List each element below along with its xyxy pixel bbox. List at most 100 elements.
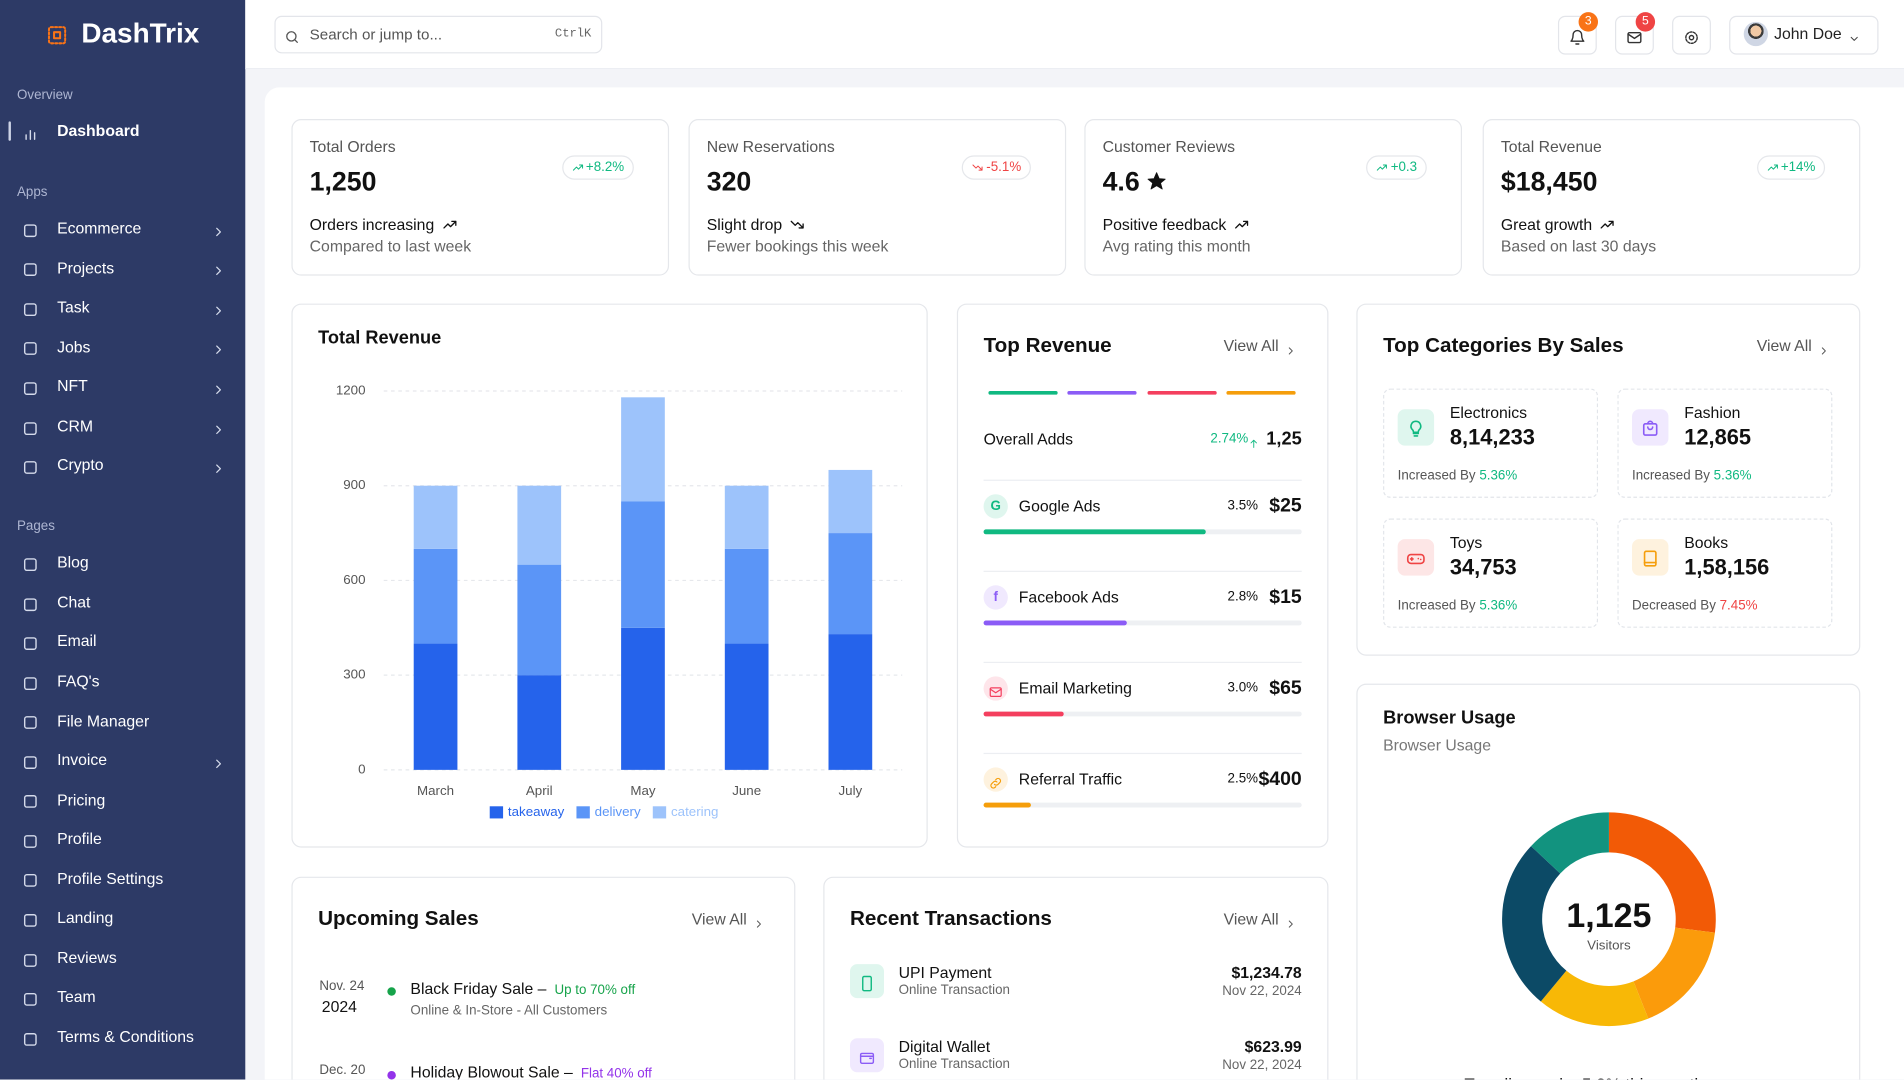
icon-graphic [859,1052,875,1064]
icon-shape [1377,164,1388,171]
nav-item[interactable]: Crypto [57,455,104,475]
change-value: -5.1% [986,160,1022,175]
icon-shape [859,1055,875,1059]
icon-shape [286,31,297,42]
icon [22,633,39,651]
icon-shape [1688,34,1695,41]
icon-graphic [23,421,37,435]
icon-shape [990,777,1002,789]
icon [22,594,39,611]
nav-item[interactable]: FAQ's [57,671,100,690]
icon-shape [756,920,761,928]
category-change: 5.36% [1479,598,1518,614]
icon-shape [23,461,37,474]
nav-item[interactable]: File Manager [57,711,150,730]
icon-shape [23,716,37,730]
icon [1285,913,1297,928]
sale-name: Black Friday Sale – Up to 70% off [410,979,635,997]
source-share: 3.5% [1227,498,1259,513]
nav-item[interactable]: Email [57,632,97,651]
change-value: +14% [1780,160,1816,175]
icon-graphic [862,975,872,992]
icon [22,299,39,316]
icon-shape [216,345,222,355]
transaction-amount: $623.99 [1244,1037,1302,1056]
divider [983,570,1302,572]
nav-item[interactable]: Reviews [57,948,117,967]
change-badge: -5.1% [962,155,1031,180]
card-subtitle: Browser Usage [1383,736,1491,755]
nav-item[interactable]: Chat [57,592,91,611]
change-badge: +14% [1756,155,1826,180]
source-value: $25 [1269,495,1302,517]
stat-label: Total Revenue [1500,137,1602,156]
nav-item[interactable]: Projects [57,258,115,277]
nav-item[interactable]: Landing [57,908,114,928]
icon-graphic [23,953,37,967]
progress-fill [983,620,1127,626]
transaction-icon [850,1038,885,1073]
category-value: 12,865 [1684,425,1752,450]
icon-shape [23,874,37,888]
icon-graphic [1147,172,1166,190]
icon-shape [216,464,222,474]
view-all-link[interactable]: View All [691,909,747,928]
source-value: $65 [1269,678,1302,699]
nav-item[interactable]: Pricing [57,790,106,809]
icon-graphic [23,914,37,927]
source-share: 3.0% [1227,680,1259,696]
shortcut-hint: CtrlK [554,27,592,42]
nav-item[interactable]: CRM [57,416,94,435]
icon [22,752,39,769]
search-box[interactable] [274,15,603,54]
source-value: $400 [1258,769,1302,790]
stat-value: 320 [706,166,752,197]
category-value: 8,14,233 [1449,425,1535,450]
nav-item[interactable]: NFT [57,376,88,396]
icon-shape [1627,33,1642,39]
category-tile [1617,518,1833,628]
card-title: Top Revenue [983,333,1112,357]
category-trend: Increased By 5.36% [1398,469,1518,484]
view-all-link[interactable]: View All [1756,336,1812,355]
view-all-link[interactable]: View All [1223,909,1279,928]
transaction-type: Online Transaction [898,982,1010,998]
icon-graphic [216,385,222,394]
nav-item[interactable]: Task [57,297,90,317]
category-tile [1383,518,1599,628]
category-value: 34,753 [1449,555,1517,580]
icon-shape [442,220,456,229]
stat-value: $18,450 [1500,166,1598,197]
view-all-link[interactable]: View All [1223,336,1279,355]
category-tile [1383,388,1599,498]
icon [1406,548,1425,567]
nav-item[interactable]: Team [57,987,96,1007]
icon-graphic [1767,164,1778,171]
icon [22,554,39,572]
sale-offer: Flat 40% off [580,1066,652,1080]
icon-graphic [23,558,37,572]
active-indicator [8,121,11,141]
icon-graphic [1410,420,1422,437]
nav-item[interactable]: Invoice [57,750,108,769]
icon [22,949,39,967]
category-name: Electronics [1449,403,1528,422]
nav-item[interactable]: Profile [57,829,102,848]
icon-graphic [756,920,761,928]
nav-item[interactable]: Terms & Conditions [57,1027,194,1046]
icon [1248,434,1259,449]
icon-shape [1406,553,1425,564]
icon [753,913,765,928]
nav-item[interactable]: Ecommerce [57,218,142,238]
icon-button[interactable] [1557,15,1597,55]
nav-item[interactable]: Jobs [57,337,91,356]
nav-item[interactable]: Profile Settings [57,869,164,888]
stat-note: Positive feedback [1103,216,1250,234]
icon-shape [572,164,583,171]
icon-graphic [442,220,456,229]
nav-item[interactable]: Dashboard [57,121,140,140]
nav-item[interactable]: Blog [57,553,89,572]
icon [211,379,226,394]
sidebar-section-title: Pages [17,519,55,534]
